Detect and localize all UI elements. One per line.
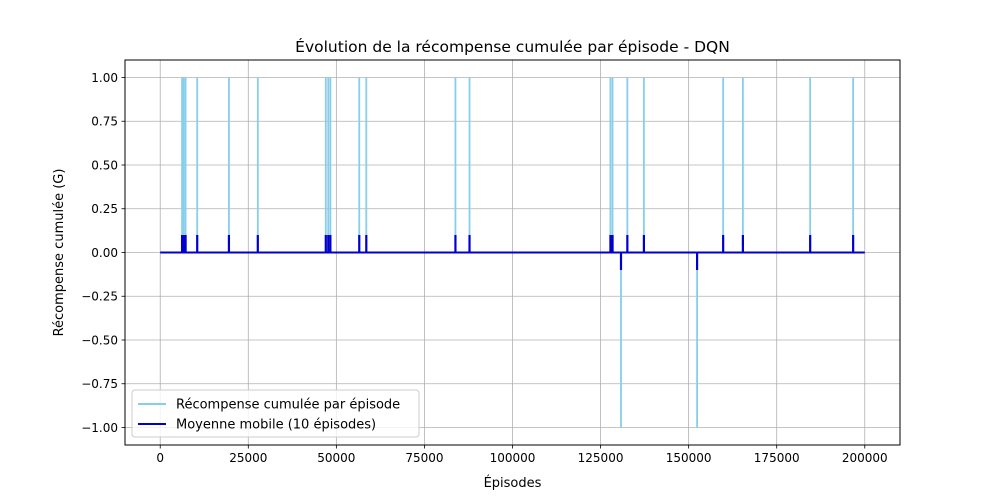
legend: Récompense cumulée par épisode Moyenne m… <box>131 389 420 438</box>
y-tick-label: 1.00 <box>91 71 118 85</box>
y-tick-label: −0.75 <box>81 377 118 391</box>
y-tick-label: 0.50 <box>91 158 118 172</box>
x-tick-label: 175000 <box>754 451 800 465</box>
series-moving-average <box>160 235 865 270</box>
y-tick-label: 0.00 <box>91 246 118 260</box>
y-tick-label: −1.00 <box>81 421 118 435</box>
x-tick-label: 50000 <box>317 451 355 465</box>
legend-label-moving-average: Moyenne mobile (10 épisodes) <box>176 418 376 433</box>
x-tick-label: 125000 <box>578 451 624 465</box>
chart-title: Évolution de la récompense cumulée par é… <box>295 37 730 56</box>
y-tick-label: −0.25 <box>81 290 118 304</box>
legend-box <box>131 389 420 438</box>
x-tick-label: 150000 <box>666 451 712 465</box>
x-tick-label: 25000 <box>229 451 267 465</box>
y-tick-label: 0.25 <box>91 202 118 216</box>
x-tick-label: 0 <box>156 451 164 465</box>
x-tick-label: 75000 <box>405 451 443 465</box>
plot-area <box>160 77 865 428</box>
legend-label-episode-reward: Récompense cumulée par épisode <box>176 398 400 413</box>
y-tick-label: −0.50 <box>81 333 118 347</box>
x-axis-title: Épisodes <box>484 475 542 491</box>
y-tick-label: 0.75 <box>91 115 118 129</box>
axes: 0 25000 50000 75000 100000 125000 150000 175000… <box>81 71 887 465</box>
y-axis-title: Récompense cumulée (G) <box>52 169 67 337</box>
x-tick-label: 200000 <box>842 451 888 465</box>
x-tick-label: 100000 <box>490 451 536 465</box>
